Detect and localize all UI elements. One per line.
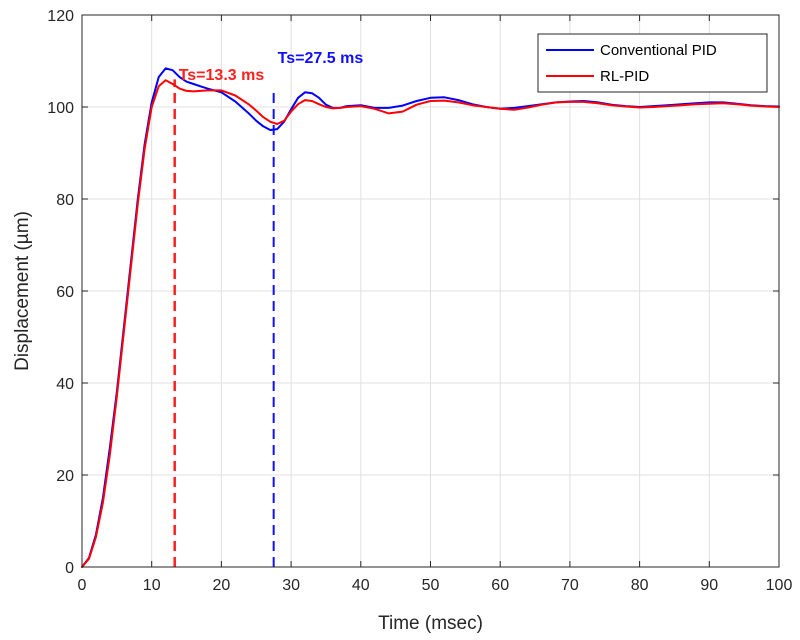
annotations: Ts=13.3 ms Ts=27.5 ms <box>179 50 364 84</box>
x-tick-label: 60 <box>491 577 509 594</box>
y-tick-label: 60 <box>56 284 74 301</box>
x-tick-label: 40 <box>352 577 370 594</box>
x-tick-label: 10 <box>143 577 161 594</box>
series-layer <box>81 67 780 568</box>
x-tick-label: 30 <box>282 577 300 594</box>
y-axis-label: Displacement (µm) <box>12 211 33 371</box>
legend: Conventional PID RL-PID <box>537 33 768 93</box>
x-tick-label: 80 <box>631 577 649 594</box>
x-axis-label: Time (msec) <box>378 613 483 634</box>
x-tick-label: 100 <box>766 577 793 594</box>
y-tick-label: 100 <box>47 100 74 117</box>
y-tick-label: 80 <box>56 192 74 209</box>
x-tick-label: 0 <box>78 577 87 594</box>
legend-label: RL-PID <box>600 68 649 85</box>
x-tick-label: 20 <box>213 577 231 594</box>
legend-label: Conventional PID <box>600 42 717 59</box>
x-tick-label: 70 <box>561 577 579 594</box>
x-tick-labels: 0 10 20 30 40 50 60 70 80 90 100 <box>78 577 793 594</box>
annotation-label: Ts=13.3 ms <box>179 67 265 84</box>
y-tick-labels: 0 20 40 60 80 100 120 <box>47 8 74 577</box>
annotation-label: Ts=27.5 ms <box>278 50 364 67</box>
plot-frame <box>81 14 780 568</box>
x-tick-label: 50 <box>422 577 440 594</box>
y-tick-label: 0 <box>65 560 74 577</box>
y-tick-label: 120 <box>47 8 74 25</box>
legend-box <box>537 33 768 93</box>
x-tick-label: 90 <box>700 577 718 594</box>
series-line <box>81 79 780 568</box>
y-tick-label: 40 <box>56 376 74 393</box>
y-tick-label: 20 <box>56 468 74 485</box>
settling-time-lines <box>173 79 275 567</box>
